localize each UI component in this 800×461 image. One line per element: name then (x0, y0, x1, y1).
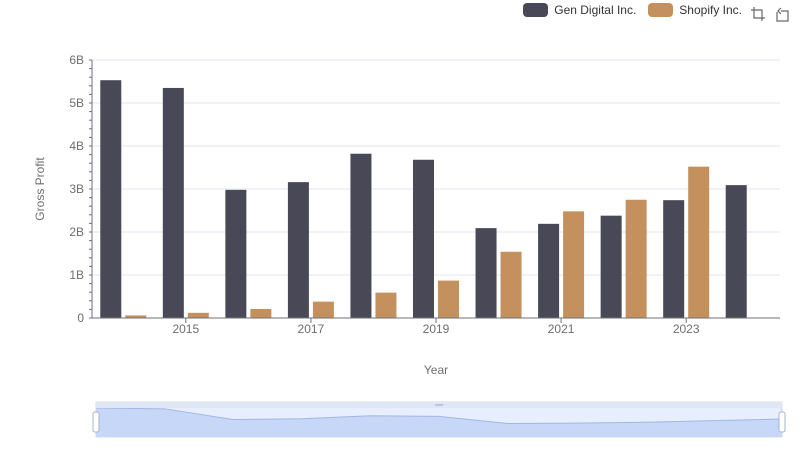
legend-item-shopify[interactable]: Shopify Inc. (648, 3, 742, 17)
bar-gen-digital-2020 (475, 228, 497, 318)
bar-gen-digital-2023 (663, 200, 685, 318)
y-tick-label: 2B (69, 225, 84, 239)
bar-gen-digital-2015 (162, 87, 184, 318)
zoom-icon[interactable] (750, 6, 766, 22)
y-tick-label: 4B (69, 139, 84, 153)
bar-shopify-2016 (250, 308, 272, 318)
bar-gen-digital-2019 (413, 159, 434, 318)
x-tick-label: 2023 (673, 322, 700, 336)
x-tick-label: 2021 (548, 322, 575, 336)
bar-shopify-2023 (688, 166, 710, 318)
legend-swatch-gen-digital (523, 3, 549, 17)
legend: Gen Digital Inc. Shopify Inc. (523, 3, 742, 17)
bar-gen-digital-2016 (225, 189, 247, 318)
data-zoom-preview-line (95, 407, 783, 425)
y-tick-label: 5B (69, 96, 84, 110)
data-zoom-move-grip (435, 404, 443, 406)
legend-item-gen-digital[interactable]: Gen Digital Inc. (523, 3, 636, 17)
legend-swatch-shopify (648, 3, 674, 17)
x-axis-title: Year (424, 363, 448, 377)
y-tick-label: 0 (77, 311, 84, 325)
bar-series (100, 80, 747, 319)
bar-shopify-2014 (125, 315, 147, 318)
bar-shopify-2021 (563, 211, 585, 318)
legend-label-gen-digital: Gen Digital Inc. (554, 3, 637, 17)
bar-shopify-2019 (438, 280, 459, 318)
bar-gen-digital-2017 (287, 182, 309, 318)
bar-gen-digital-2014 (100, 80, 122, 319)
y-tick-label: 3B (69, 182, 84, 196)
x-tick-label: 2019 (423, 322, 450, 336)
bar-shopify-2015 (187, 312, 209, 318)
bar-gen-digital-2021 (538, 223, 560, 318)
data-zoom-handle-right[interactable] (778, 411, 786, 433)
y-axis-title: Gross Profit (33, 157, 47, 221)
y-tick-label: 1B (69, 268, 84, 282)
bar-shopify-2022 (625, 199, 647, 318)
x-tick-label: 2017 (298, 322, 325, 336)
data-zoom-slider[interactable] (92, 401, 786, 438)
legend-label-shopify: Shopify Inc. (679, 3, 742, 17)
bar-gen-digital-2022 (600, 215, 622, 318)
x-tick-label: 2015 (172, 322, 199, 336)
y-axis-ticks: 0 1B 2B 3B 4B 5B 6B (69, 53, 93, 325)
bar-shopify-2018 (375, 292, 397, 318)
data-zoom-preview-area (96, 408, 782, 437)
data-zoom-handle-left[interactable] (92, 411, 100, 433)
x-axis: 2015 2017 2019 2021 2023 (92, 317, 780, 336)
bar-shopify-2020 (500, 251, 522, 318)
y-tick-label: 6B (69, 53, 84, 67)
bar-gen-digital-2018 (350, 153, 372, 318)
restore-icon[interactable] (774, 6, 790, 22)
bar-gen-digital-2024 (725, 185, 747, 318)
toolbox (750, 6, 790, 22)
bar-shopify-2017 (312, 301, 334, 318)
